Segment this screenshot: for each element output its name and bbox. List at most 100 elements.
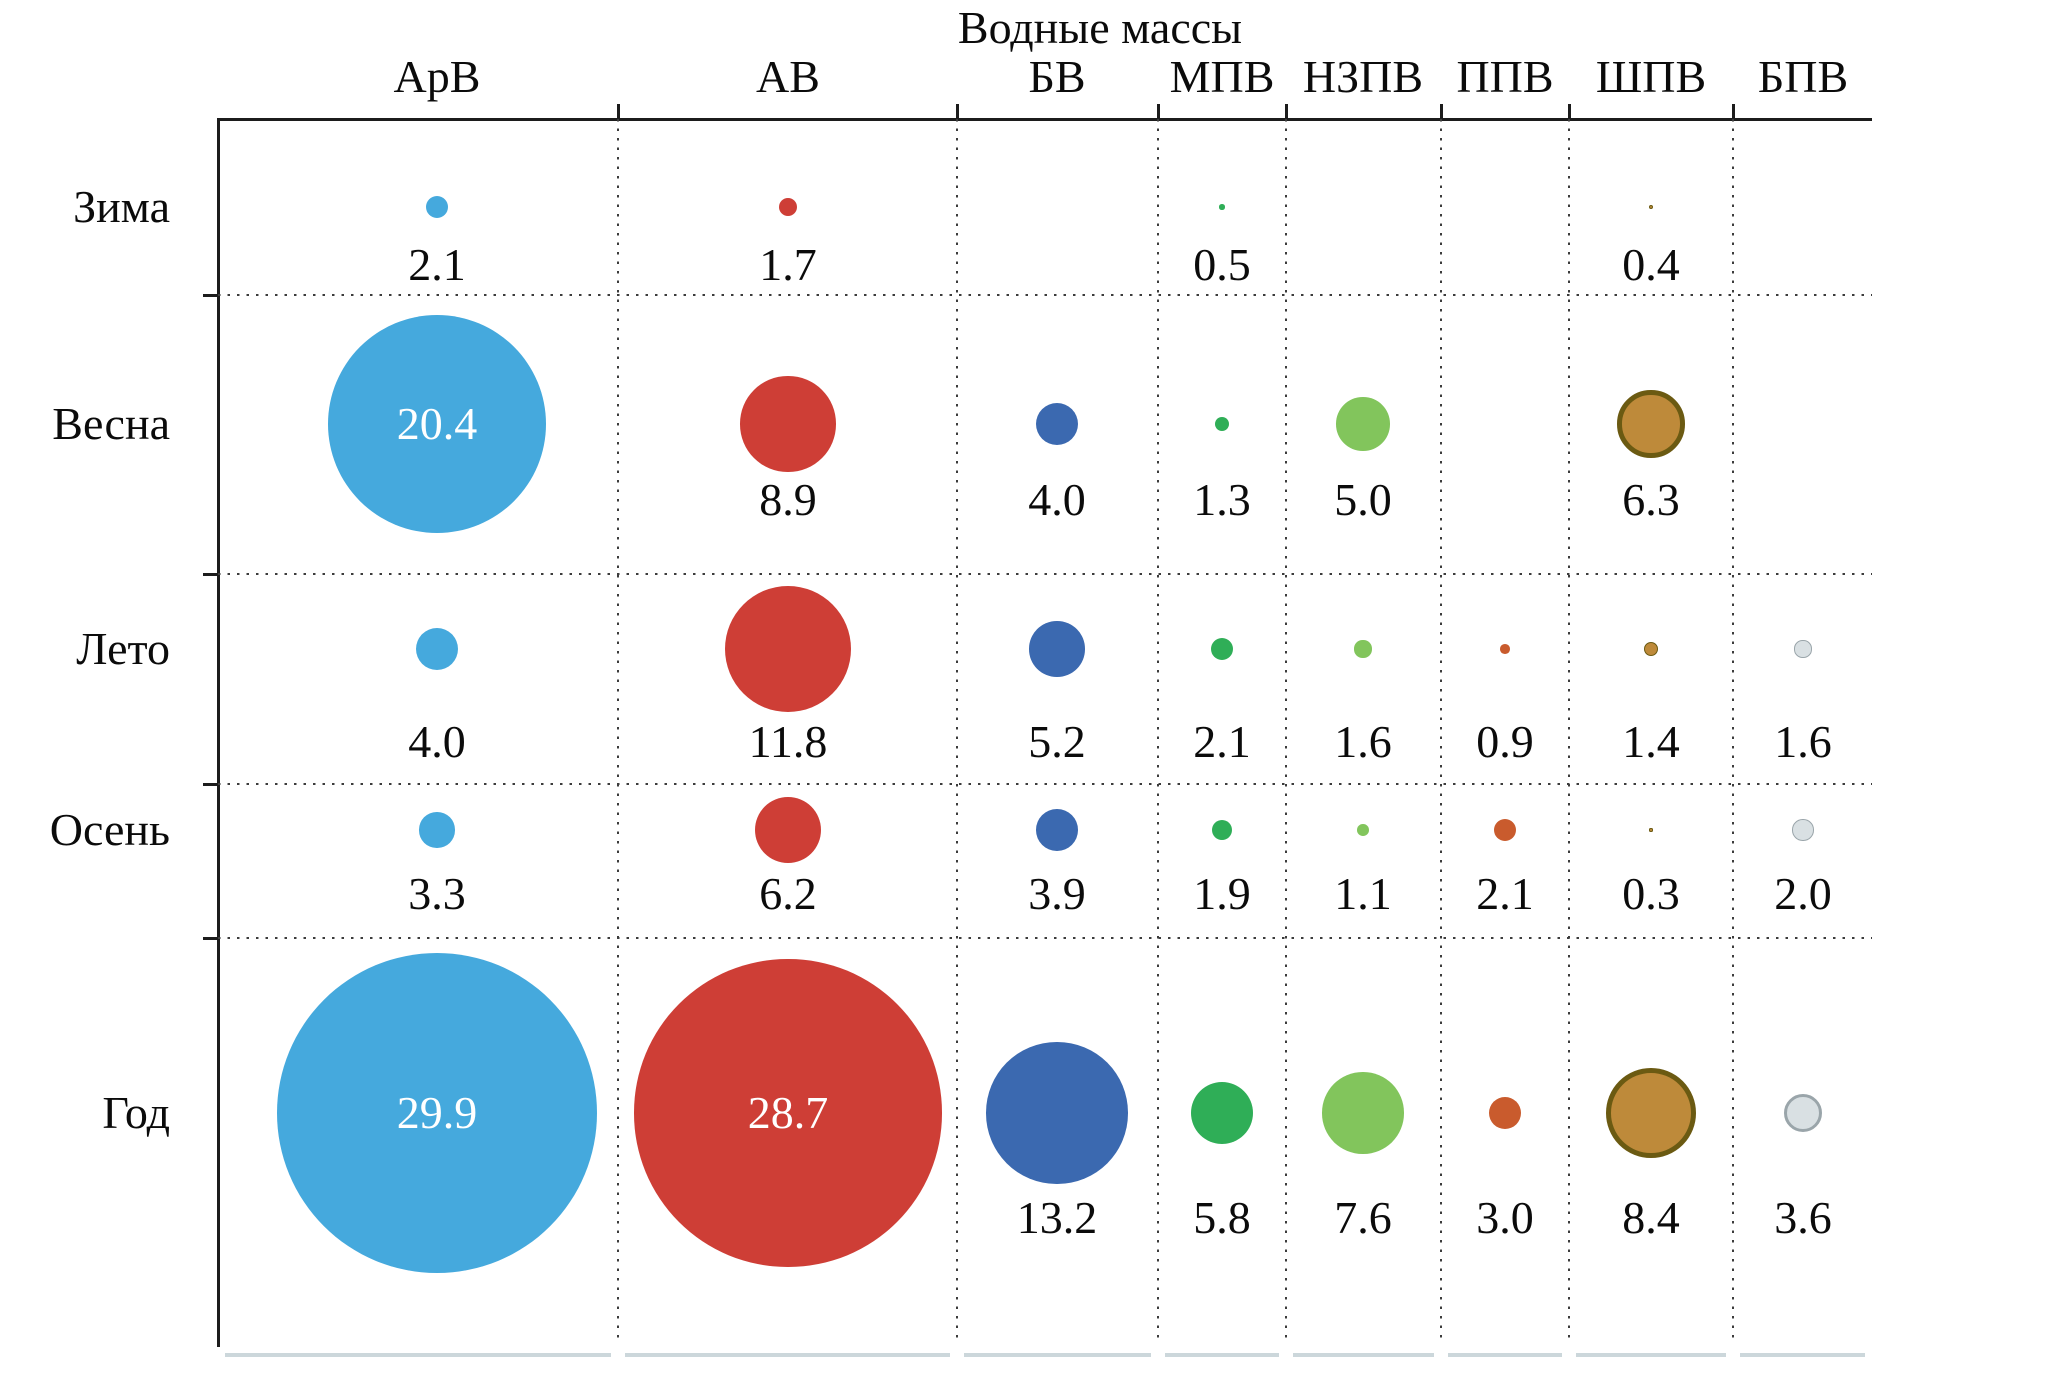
- row-separator: [218, 783, 1872, 785]
- top-axis-tick: [1567, 104, 1571, 118]
- bubble: [1211, 819, 1233, 841]
- bubble: [415, 627, 459, 671]
- value-label: 2.1: [408, 239, 466, 290]
- bubble: [425, 195, 449, 219]
- value-label: 1.7: [759, 239, 817, 290]
- bubble: [1036, 809, 1078, 851]
- value-label: 11.8: [748, 716, 828, 767]
- value-label: 1.6: [1774, 716, 1832, 767]
- top-axis-tick: [1156, 104, 1160, 118]
- bubble: [1215, 417, 1229, 431]
- bubble: [419, 812, 455, 848]
- value-label: 0.4: [1622, 239, 1680, 290]
- bubble-value-label: 20.4: [396, 398, 478, 449]
- left-axis-tick: [203, 782, 217, 786]
- row-label: Весна: [52, 398, 170, 449]
- column-separator: [617, 119, 619, 1344]
- bubble: [277, 953, 597, 1273]
- column-separator: [1440, 119, 1442, 1344]
- column-header: ППВ: [1456, 51, 1554, 102]
- top-axis: [217, 118, 1872, 121]
- value-label: 5.0: [1334, 474, 1392, 525]
- value-label: 5.8: [1193, 1192, 1251, 1243]
- chart-title: Водные массы: [957, 2, 1243, 53]
- value-label: 8.9: [759, 474, 817, 525]
- bubble: [1322, 1072, 1404, 1154]
- value-label: 6.2: [759, 868, 817, 919]
- bubble: [740, 376, 836, 472]
- value-label: 1.1: [1334, 868, 1392, 919]
- bubble: [1792, 819, 1814, 841]
- left-axis-tick: [203, 572, 217, 576]
- bottom-axis-segment: [625, 1353, 950, 1357]
- top-axis-tick: [616, 104, 620, 118]
- bottom-axis-segment: [1165, 1353, 1279, 1357]
- bubble: [1357, 824, 1369, 836]
- value-label: 1.3: [1193, 474, 1251, 525]
- bubble: [327, 314, 547, 534]
- top-axis-tick: [955, 104, 959, 118]
- bottom-axis-segment: [964, 1353, 1151, 1357]
- value-label: 1.9: [1193, 868, 1251, 919]
- bubble: [986, 1042, 1128, 1184]
- bubble: [634, 959, 942, 1267]
- bubble: [1649, 828, 1653, 832]
- column-separator: [1157, 119, 1159, 1344]
- column-separator: [1732, 119, 1734, 1344]
- value-label: 1.4: [1622, 716, 1680, 767]
- bubble: [1190, 1081, 1254, 1145]
- value-label: 7.6: [1334, 1192, 1392, 1243]
- value-label: 2.0: [1774, 868, 1832, 919]
- bubble: [1794, 640, 1812, 658]
- row-label: Год: [102, 1087, 170, 1138]
- value-label: 8.4: [1622, 1192, 1680, 1243]
- column-separator: [956, 119, 958, 1344]
- bubble: [724, 585, 852, 713]
- bubble: [778, 197, 798, 217]
- row-separator: [218, 573, 1872, 575]
- bubble: [1648, 204, 1654, 210]
- row-separator: [218, 937, 1872, 939]
- bubble-value-label: 28.7: [747, 1087, 829, 1138]
- value-label: 6.3: [1622, 474, 1680, 525]
- bubble: [1029, 621, 1085, 677]
- value-label: 2.1: [1476, 868, 1534, 919]
- column-header: БВ: [1028, 51, 1086, 102]
- value-label: 0.5: [1193, 239, 1251, 290]
- bubble: [1336, 397, 1390, 451]
- column-header: МПВ: [1169, 51, 1275, 102]
- column-separator: [1568, 119, 1570, 1344]
- value-label: 3.6: [1774, 1192, 1832, 1243]
- column-header: ШПВ: [1595, 51, 1707, 102]
- bottom-axis-segment: [1293, 1353, 1434, 1357]
- column-header: АрВ: [393, 51, 481, 102]
- bubble: [1488, 1096, 1522, 1130]
- column-header: АВ: [756, 51, 820, 102]
- left-axis-tick: [203, 936, 217, 940]
- bottom-axis-segment: [1740, 1353, 1865, 1357]
- bubble: [1783, 1093, 1823, 1133]
- bubble: [754, 796, 822, 864]
- bubble-value-label: 29.9: [396, 1087, 478, 1138]
- value-label: 0.3: [1622, 868, 1680, 919]
- bottom-axis-segment: [1576, 1353, 1726, 1357]
- top-axis-tick: [1439, 104, 1443, 118]
- bubble: [1617, 390, 1685, 458]
- left-axis-tick: [203, 293, 217, 297]
- row-label: Осень: [49, 804, 170, 855]
- bottom-axis-segment: [225, 1353, 611, 1357]
- bottom-axis-segment: [1448, 1353, 1562, 1357]
- value-label: 3.3: [408, 868, 466, 919]
- bubble: [1606, 1068, 1696, 1158]
- value-label: 3.0: [1476, 1192, 1534, 1243]
- bubble: [1643, 641, 1659, 657]
- value-label: 2.1: [1193, 716, 1251, 767]
- bubble: [1210, 637, 1234, 661]
- bubble: [1219, 204, 1225, 210]
- left-axis: [217, 118, 220, 1347]
- top-axis-tick: [1731, 104, 1735, 118]
- column-separator: [1285, 119, 1287, 1344]
- column-header: БПВ: [1757, 51, 1849, 102]
- row-label: Лето: [76, 623, 170, 674]
